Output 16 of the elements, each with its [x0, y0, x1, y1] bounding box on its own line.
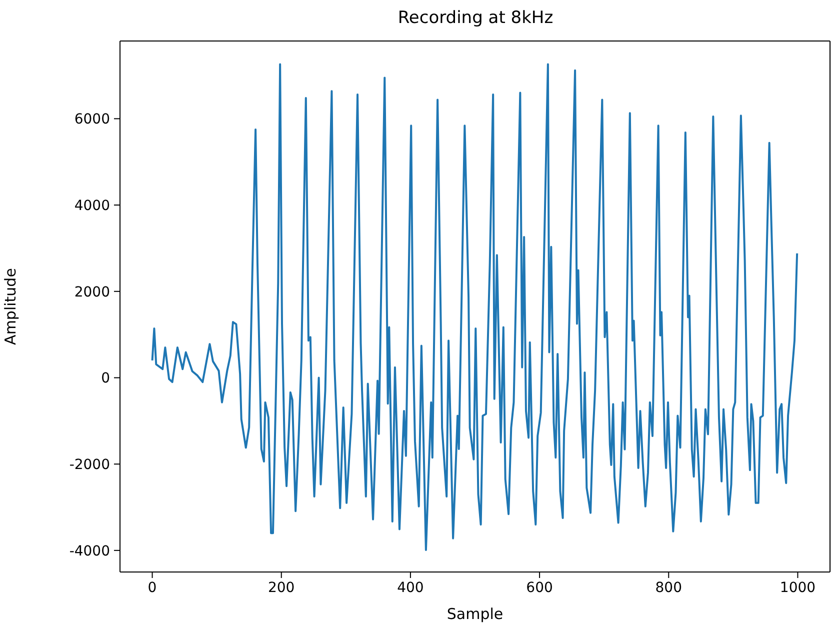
y-tick-label: 6000 [74, 112, 110, 128]
line-series [151, 63, 798, 551]
x-tick-label: 1000 [780, 580, 816, 596]
x-tick-label: 600 [526, 580, 553, 596]
x-tick-label: 200 [268, 580, 295, 596]
y-axis-title: Amplitude [1, 268, 20, 345]
chart-title: Recording at 8kHz [396, 8, 554, 28]
y-tick-label: 4000 [74, 198, 110, 214]
x-axis-title: Sample [446, 605, 504, 623]
y-tick-label: -4000 [69, 543, 110, 560]
y-tick-label: -2000 [69, 457, 110, 474]
x-tick-label: 800 [655, 580, 682, 596]
x-tick-label: 400 [397, 580, 424, 596]
y-tick-label: 2000 [74, 284, 110, 300]
x-tick-label: 0 [148, 580, 157, 596]
y-tick-label: 0 [101, 370, 110, 387]
